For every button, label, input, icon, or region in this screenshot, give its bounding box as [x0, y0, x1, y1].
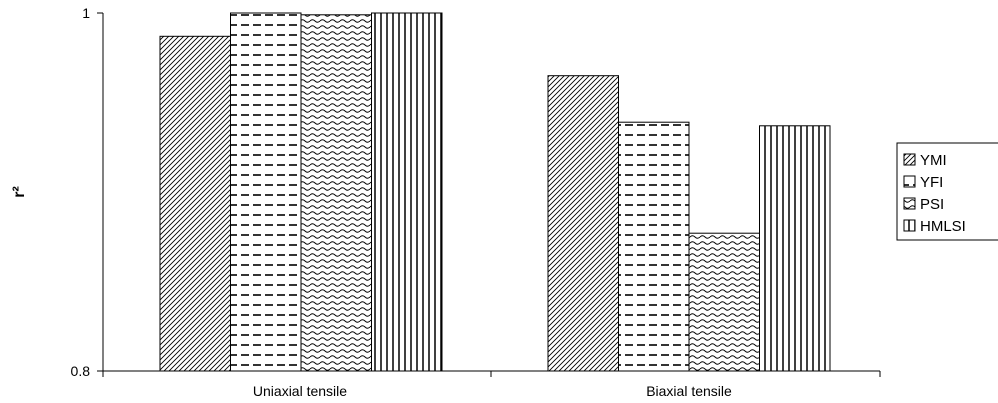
- bars-group: [159, 12, 831, 372]
- legend-item-psi: PSI: [903, 196, 944, 213]
- bar-yfi-biaxial: [618, 121, 690, 372]
- bar-hmlsi-biaxial: [759, 125, 831, 372]
- legend-swatch-psi: [903, 197, 916, 210]
- legend-label-yfi: YFI: [920, 174, 943, 191]
- legend-label-hmlsi: HMLSI: [920, 218, 966, 235]
- bar-hmlsi-uniaxial: [371, 12, 443, 372]
- category-label-biaxial: Biaxial tensile: [646, 383, 732, 399]
- bar-ymi-uniaxial: [159, 35, 231, 372]
- y-axis-label: r²: [11, 186, 28, 198]
- bar-yfi-uniaxial: [230, 12, 302, 372]
- category-label-uniaxial: Uniaxial tensile: [253, 383, 347, 399]
- legend-swatch-ymi: [903, 153, 916, 166]
- legend-swatch-hmlsi: [903, 219, 916, 232]
- legend-item-ymi: YMI: [903, 152, 947, 169]
- legend-label-psi: PSI: [920, 196, 944, 213]
- y-tick-label-bottom: 0.8: [71, 363, 91, 379]
- bar-ymi-biaxial: [547, 75, 619, 372]
- legend-swatch-yfi: [903, 175, 916, 188]
- y-tick-label-top: 1: [82, 5, 90, 21]
- bar-psi-uniaxial: [300, 14, 372, 372]
- legend-item-hmlsi: HMLSI: [903, 218, 966, 235]
- legend-label-ymi: YMI: [920, 152, 947, 169]
- bar-psi-biaxial: [688, 232, 760, 372]
- legend-item-yfi: YFI: [903, 174, 943, 191]
